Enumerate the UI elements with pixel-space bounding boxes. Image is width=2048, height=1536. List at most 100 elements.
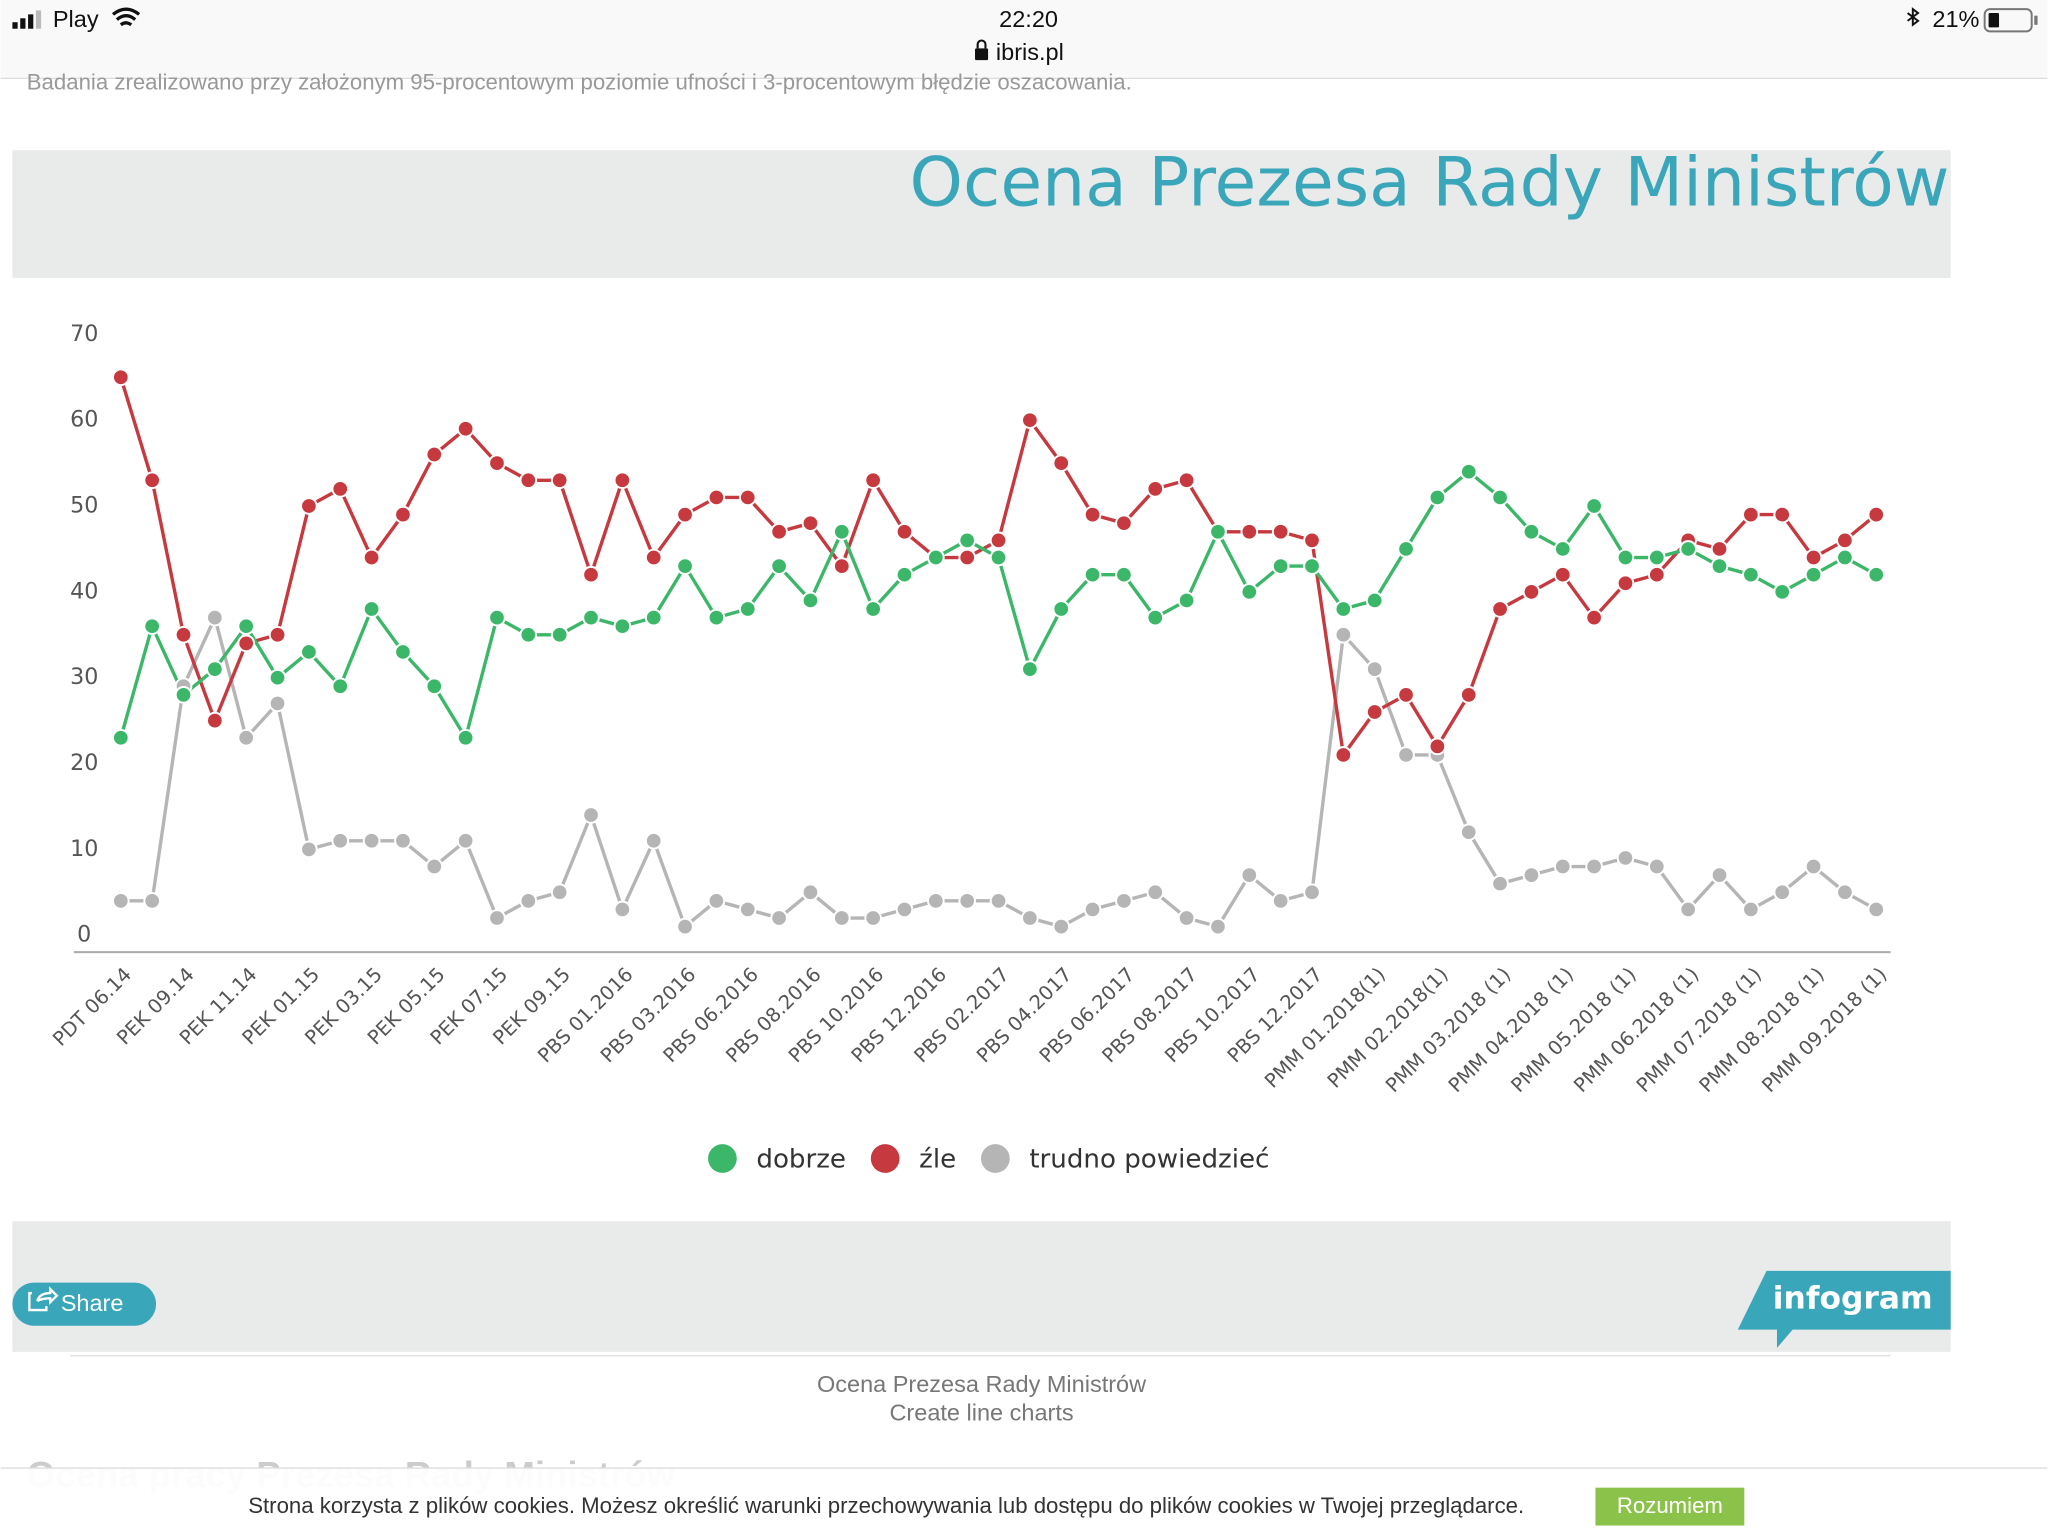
data-point <box>143 617 161 636</box>
data-point <box>488 909 506 927</box>
data-point <box>1052 600 1071 618</box>
data-point <box>1585 497 1603 515</box>
data-point <box>362 600 381 618</box>
data-point <box>1083 900 1102 919</box>
data-point <box>1553 540 1572 558</box>
legend: dobrze źle trudno powiedzieć <box>708 1144 1269 1174</box>
data-point <box>1773 505 1792 524</box>
cookie-accept-button[interactable] <box>1595 1487 1745 1526</box>
data-point <box>1303 883 1321 902</box>
data-point <box>1804 857 1823 876</box>
data-point <box>550 883 569 902</box>
data-point <box>550 471 569 490</box>
data-point <box>1773 583 1792 601</box>
data-point <box>1616 849 1635 867</box>
data-point <box>143 892 161 910</box>
data-point <box>1083 565 1102 584</box>
caption-title[interactable]: Ocena Prezesa Rady Ministrów <box>817 1371 1147 1397</box>
data-point <box>456 419 475 438</box>
data-point <box>1773 883 1792 902</box>
legend-item: źle <box>870 1144 956 1174</box>
data-point <box>1522 522 1541 541</box>
data-point <box>488 454 506 472</box>
data-point <box>644 831 663 850</box>
data-point <box>1146 480 1165 498</box>
data-point <box>237 634 256 653</box>
data-point <box>644 548 663 567</box>
data-point <box>1522 866 1541 884</box>
data-point <box>111 368 130 387</box>
data-point <box>1115 514 1133 533</box>
data-point <box>174 686 193 704</box>
share-icon <box>28 1286 59 1312</box>
data-point <box>1115 892 1133 910</box>
page-text: Badania zrealizowano przy założonym 95-p… <box>27 69 1132 94</box>
data-point <box>801 514 820 533</box>
data-point <box>989 892 1008 910</box>
data-point <box>1428 737 1447 756</box>
data-point <box>1710 557 1729 575</box>
data-point <box>613 471 632 490</box>
data-point <box>1052 454 1071 472</box>
url[interactable]: ibris.pl <box>996 39 1064 65</box>
legend-label: trudno powiedzieć <box>1029 1144 1269 1174</box>
data-point <box>456 728 475 747</box>
wifi-icon <box>111 7 141 27</box>
data-point <box>143 471 161 490</box>
data-point <box>958 531 976 550</box>
data-point <box>1491 488 1509 507</box>
infogram-label[interactable]: infogram <box>1773 1281 1933 1317</box>
data-point <box>1867 900 1886 919</box>
data-point <box>832 557 851 575</box>
data-point <box>1334 746 1353 764</box>
data-point <box>519 625 538 644</box>
data-point <box>1836 548 1854 567</box>
data-point <box>206 660 224 678</box>
data-point <box>1209 522 1227 541</box>
clock: 22:20 <box>999 6 1058 32</box>
data-point <box>770 909 788 927</box>
data-point <box>989 531 1008 550</box>
data-point <box>1271 557 1290 575</box>
legend-item: dobrze <box>708 1144 846 1174</box>
data-point <box>1365 703 1384 721</box>
data-point <box>300 840 318 859</box>
data-point <box>707 488 726 507</box>
data-point <box>864 909 882 927</box>
caption-subtitle[interactable]: Create line charts <box>889 1400 1073 1426</box>
infogram-badge[interactable] <box>1737 1270 1951 1348</box>
data-point <box>550 625 569 644</box>
share-label[interactable]: Share <box>61 1290 124 1316</box>
data-point <box>1867 565 1886 584</box>
data-point <box>1553 857 1572 876</box>
data-point <box>1240 522 1259 541</box>
data-point <box>1836 531 1854 550</box>
data-point <box>770 557 788 575</box>
data-point <box>300 643 318 661</box>
data-point <box>206 608 224 627</box>
lock-shackle <box>976 39 987 49</box>
cookie-accept-label[interactable]: Rozumiem <box>1617 1493 1723 1518</box>
data-point <box>644 608 663 627</box>
data-point <box>425 445 444 464</box>
data-point <box>1271 892 1290 910</box>
data-point <box>1083 505 1102 524</box>
data-point <box>1021 909 1039 927</box>
data-point <box>1115 565 1133 584</box>
data-point <box>1804 565 1823 584</box>
data-point <box>927 548 945 567</box>
data-point <box>1271 522 1290 541</box>
data-point <box>1742 900 1760 919</box>
data-point <box>425 857 444 876</box>
chart-footer <box>12 1221 1951 1352</box>
chart-body <box>12 278 1951 1222</box>
data-point <box>268 625 287 644</box>
data-point <box>1648 857 1666 876</box>
data-point <box>895 522 914 541</box>
data-point <box>111 728 130 747</box>
data-point <box>1303 557 1321 575</box>
data-point <box>1021 411 1039 430</box>
data-point <box>331 480 350 498</box>
data-point <box>1459 462 1478 481</box>
data-point <box>613 617 632 636</box>
